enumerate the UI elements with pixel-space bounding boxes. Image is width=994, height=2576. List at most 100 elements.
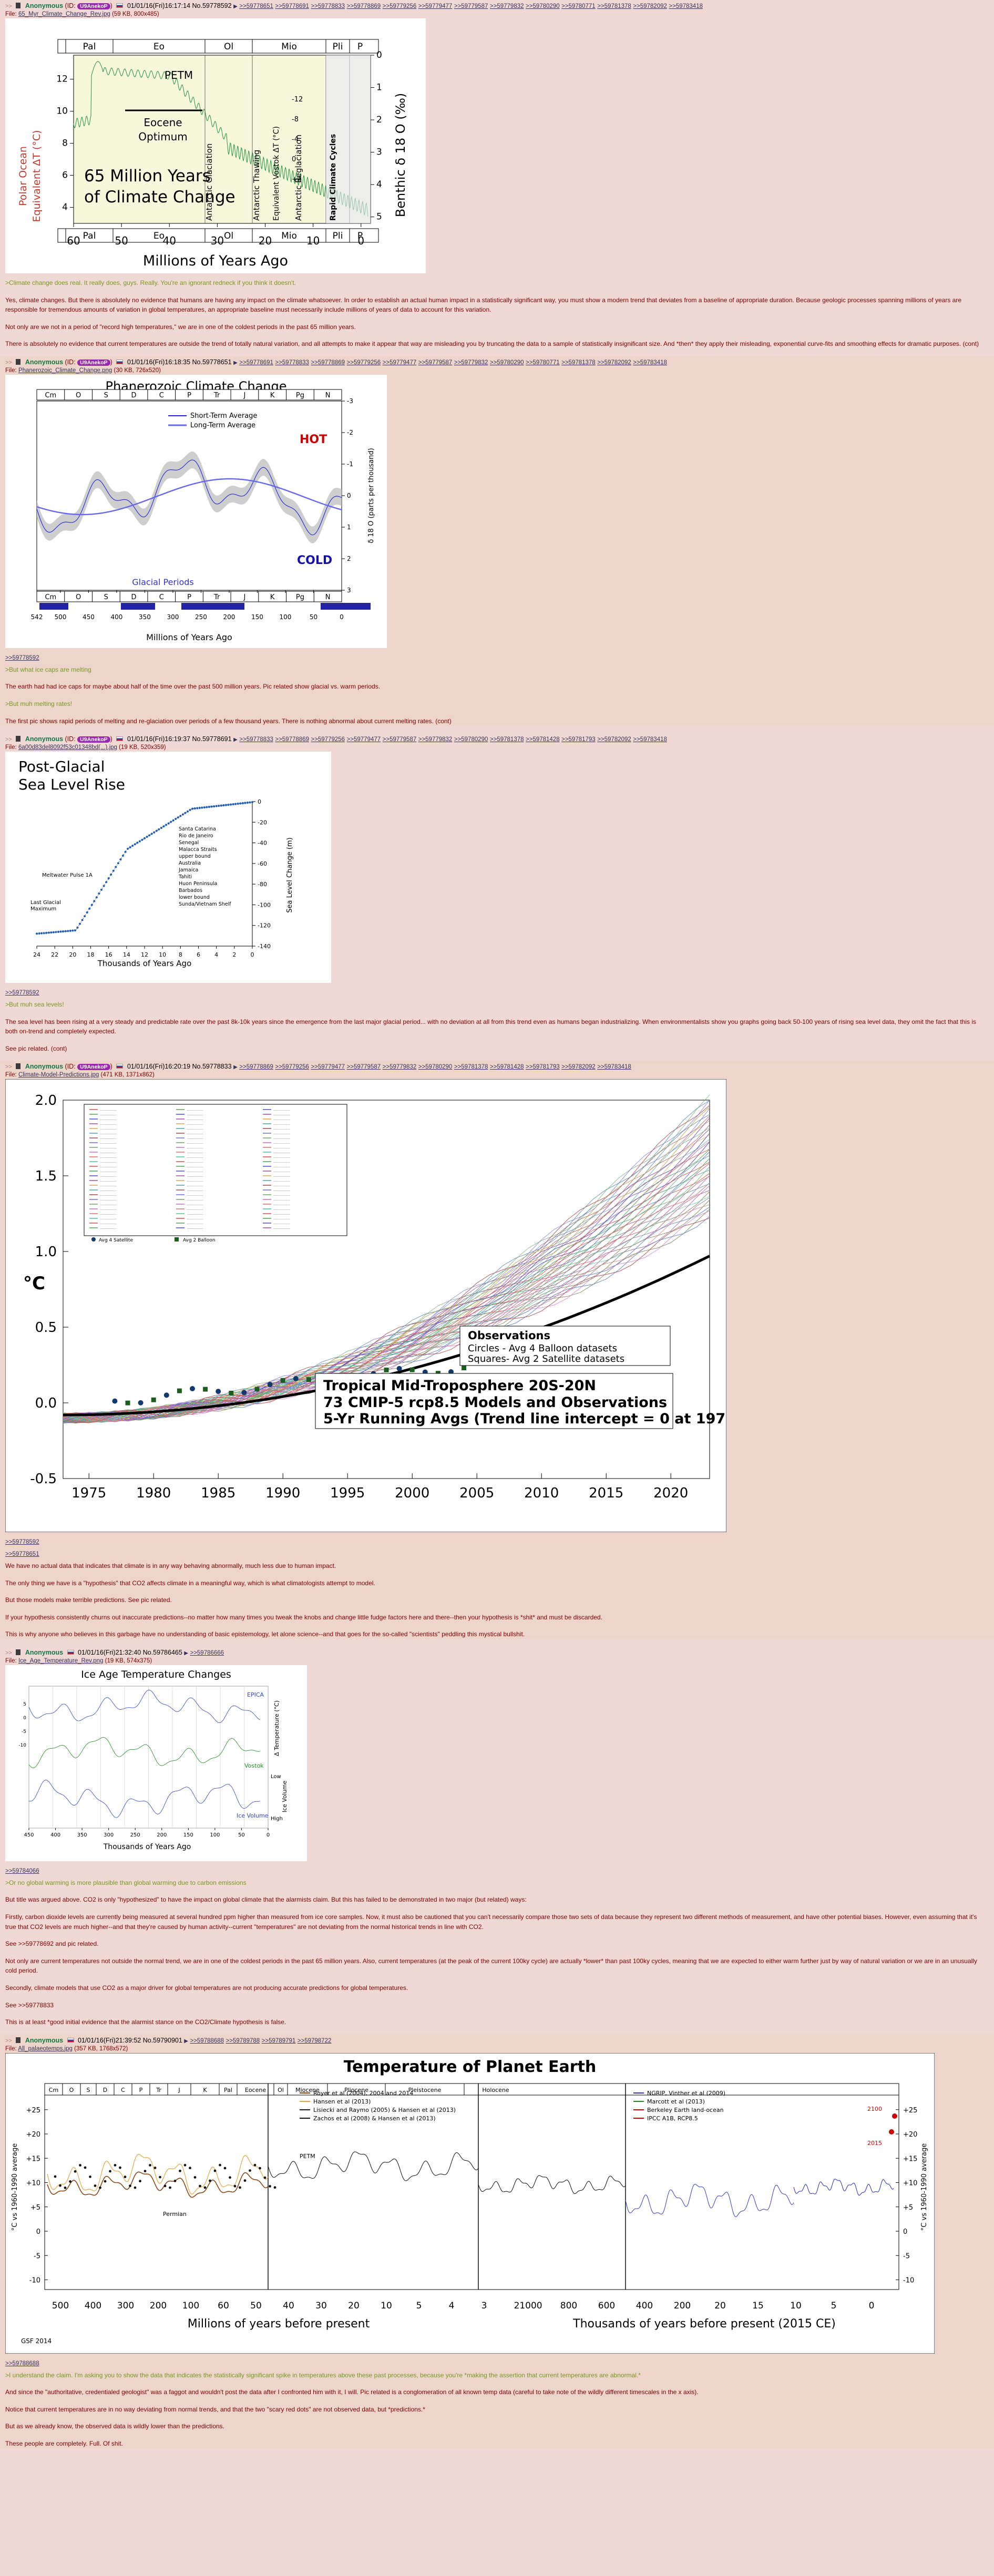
- quotelink[interactable]: >>59778592: [5, 990, 39, 997]
- backlink[interactable]: >>59781793: [526, 1064, 560, 1071]
- quotelink[interactable]: >>59778592: [5, 1539, 39, 1546]
- post-checkbox[interactable]: [16, 736, 21, 742]
- post-image[interactable]: -0.5 0.0 0.5 1.0 1.5 2.0 1975 1980 1985 1990 1995 2…: [5, 1079, 994, 1534]
- backlink[interactable]: >>59781378: [597, 3, 631, 9]
- quotelink[interactable]: >>59778592: [5, 654, 39, 661]
- backlink[interactable]: >>59782092: [633, 3, 667, 9]
- quotelink[interactable]: >>59778651: [5, 1551, 39, 1558]
- backlink[interactable]: >>59779587: [454, 3, 488, 9]
- backlink[interactable]: >>59783418: [633, 359, 667, 366]
- poster-name: Anonymous: [25, 735, 64, 743]
- post-image[interactable]: Phanerozoic Climate Change Cm O S D C P Tr J K Pg N…: [5, 374, 994, 650]
- post-checkbox[interactable]: [16, 1063, 21, 1070]
- post-menu-icon[interactable]: ▶: [233, 737, 238, 743]
- post-checkbox[interactable]: [16, 2037, 21, 2043]
- svg-text:Short-Term Average: Short-Term Average: [190, 412, 257, 420]
- backlink[interactable]: >>59781378: [454, 1064, 488, 1071]
- backlink[interactable]: >>59779832: [454, 359, 488, 366]
- backlink[interactable]: >>59779256: [382, 3, 417, 9]
- backlink[interactable]: >>59778691: [275, 3, 309, 9]
- backlink[interactable]: >>59789788: [226, 2037, 260, 2044]
- backlink[interactable]: >>59789791: [261, 2037, 296, 2044]
- svg-text:———————: ———————: [100, 1119, 117, 1122]
- backlink[interactable]: >>59778869: [346, 3, 381, 9]
- backlink[interactable]: >>59779256: [275, 1064, 309, 1071]
- backlink[interactable]: >>59780290: [489, 359, 524, 366]
- poster-id[interactable]: U9AnekoP: [77, 3, 110, 9]
- backlink[interactable]: >>59779587: [418, 359, 453, 366]
- backlink[interactable]: >>59798722: [297, 2037, 332, 2044]
- svg-text:Holocene: Holocene: [482, 2087, 509, 2093]
- backlink[interactable]: >>59780290: [418, 1064, 453, 1071]
- poster-id[interactable]: U9AnekoP: [77, 736, 110, 743]
- backlink[interactable]: >>59783418: [633, 736, 667, 743]
- post-number[interactable]: No.59778592: [192, 2, 232, 9]
- backlink[interactable]: >>59779477: [418, 3, 453, 9]
- backlink[interactable]: >>59779256: [346, 359, 381, 366]
- post-number[interactable]: No.59778833: [192, 1063, 232, 1071]
- file-name-link[interactable]: 6a00d83del8092f53c01348bd(...).jpg: [18, 744, 117, 751]
- backlink[interactable]: >>59778869: [311, 359, 345, 366]
- backlink[interactable]: >>59778651: [239, 3, 273, 9]
- backlink[interactable]: >>59782092: [597, 736, 631, 743]
- quotelink[interactable]: >>59784066: [5, 1867, 39, 1874]
- backlink[interactable]: >>59783418: [669, 3, 703, 9]
- post-number[interactable]: No.59790901: [142, 2036, 182, 2044]
- file-name-link[interactable]: Ice_Age_Temperature_Rev.png: [18, 1657, 104, 1664]
- poster-id[interactable]: U9AnekoP: [77, 1064, 110, 1071]
- backlink[interactable]: >>59778833: [239, 736, 273, 743]
- backlink[interactable]: >>59778869: [239, 1064, 273, 1071]
- file-name-link[interactable]: All_palaeotemps.jpg: [18, 2045, 73, 2052]
- backlink[interactable]: >>59781378: [561, 359, 596, 366]
- post-image[interactable]: Post-Glacial Sea Level Rise 0 -20 -40 -60 -80 -…: [5, 752, 994, 984]
- post-menu-icon[interactable]: ▶: [233, 1064, 238, 1071]
- backlink[interactable]: >>59781428: [489, 1064, 524, 1071]
- post-menu-icon[interactable]: ▶: [233, 4, 238, 9]
- backlink[interactable]: >>59778833: [311, 3, 345, 9]
- backlink[interactable]: >>59782092: [597, 359, 631, 366]
- backlink[interactable]: >>59779477: [382, 359, 417, 366]
- post-number[interactable]: No.59778651: [192, 358, 232, 366]
- backlink[interactable]: >>59780290: [526, 3, 560, 9]
- post-checkbox[interactable]: [16, 358, 21, 365]
- backlink[interactable]: >>59780290: [454, 736, 488, 743]
- backlink[interactable]: >>59783418: [597, 1064, 631, 1071]
- quotelink[interactable]: >>59788688: [5, 2360, 39, 2367]
- backlink[interactable]: >>59778833: [275, 359, 309, 366]
- backlink[interactable]: >>59786666: [190, 1649, 224, 1656]
- post-menu-icon[interactable]: ▶: [233, 360, 238, 366]
- backlink[interactable]: >>59781378: [489, 736, 524, 743]
- post-number[interactable]: No.59786465: [142, 1648, 182, 1656]
- svg-text:6: 6: [62, 170, 68, 181]
- post-checkbox[interactable]: [16, 1649, 21, 1655]
- backlink[interactable]: >>59788688: [190, 2037, 224, 2044]
- backlink[interactable]: >>59779832: [418, 736, 453, 743]
- backlink[interactable]: >>59779587: [346, 1064, 381, 1071]
- post-number[interactable]: No.59778691: [192, 735, 232, 743]
- post-menu-icon[interactable]: ▶: [184, 1650, 188, 1656]
- backlink[interactable]: >>59779587: [382, 736, 417, 743]
- poster-id[interactable]: U9AnekoP: [77, 359, 110, 366]
- backlink[interactable]: >>59780771: [526, 359, 560, 366]
- backlink[interactable]: >>59779832: [382, 1064, 417, 1071]
- post-checkbox[interactable]: [16, 3, 21, 8]
- file-label: File:: [5, 2045, 17, 2052]
- post-menu-icon[interactable]: ▶: [184, 2038, 188, 2044]
- backlink[interactable]: >>59778869: [275, 736, 309, 743]
- backlink[interactable]: >>59781428: [526, 736, 560, 743]
- backlink[interactable]: >>59778691: [239, 359, 273, 366]
- file-name-link[interactable]: Climate-Model-Predictions.jpg: [18, 1072, 99, 1079]
- backlink[interactable]: >>59779256: [311, 736, 345, 743]
- backlink[interactable]: >>59779832: [489, 3, 524, 9]
- backlink[interactable]: >>59781793: [561, 736, 596, 743]
- backlink[interactable]: >>59779477: [311, 1064, 345, 1071]
- file-name-link[interactable]: Phanerozoic_Climate_Change.png: [18, 367, 112, 374]
- post-paragraph: If your hypothesis consistently churns o…: [5, 1613, 602, 1621]
- file-name-link[interactable]: 65_Myr_Climate_Change_Rev.jpg: [18, 11, 110, 17]
- backlink[interactable]: >>59782092: [561, 1064, 596, 1071]
- backlink[interactable]: >>59780771: [561, 3, 596, 9]
- post-image[interactable]: Pal Eo Ol Mio Pli P Pal Eo Ol Mio Pli P 4 6 8 10 12 0 1 2 3 4…: [5, 18, 994, 275]
- backlink[interactable]: >>59779477: [346, 736, 381, 743]
- post-image[interactable]: Ice Age Temperature Changes 450 400 350 300 2…: [5, 1665, 994, 1863]
- post-image[interactable]: Temperature of Planet Earth Cm O S D C P Tr J K Pa…: [5, 2052, 994, 2355]
